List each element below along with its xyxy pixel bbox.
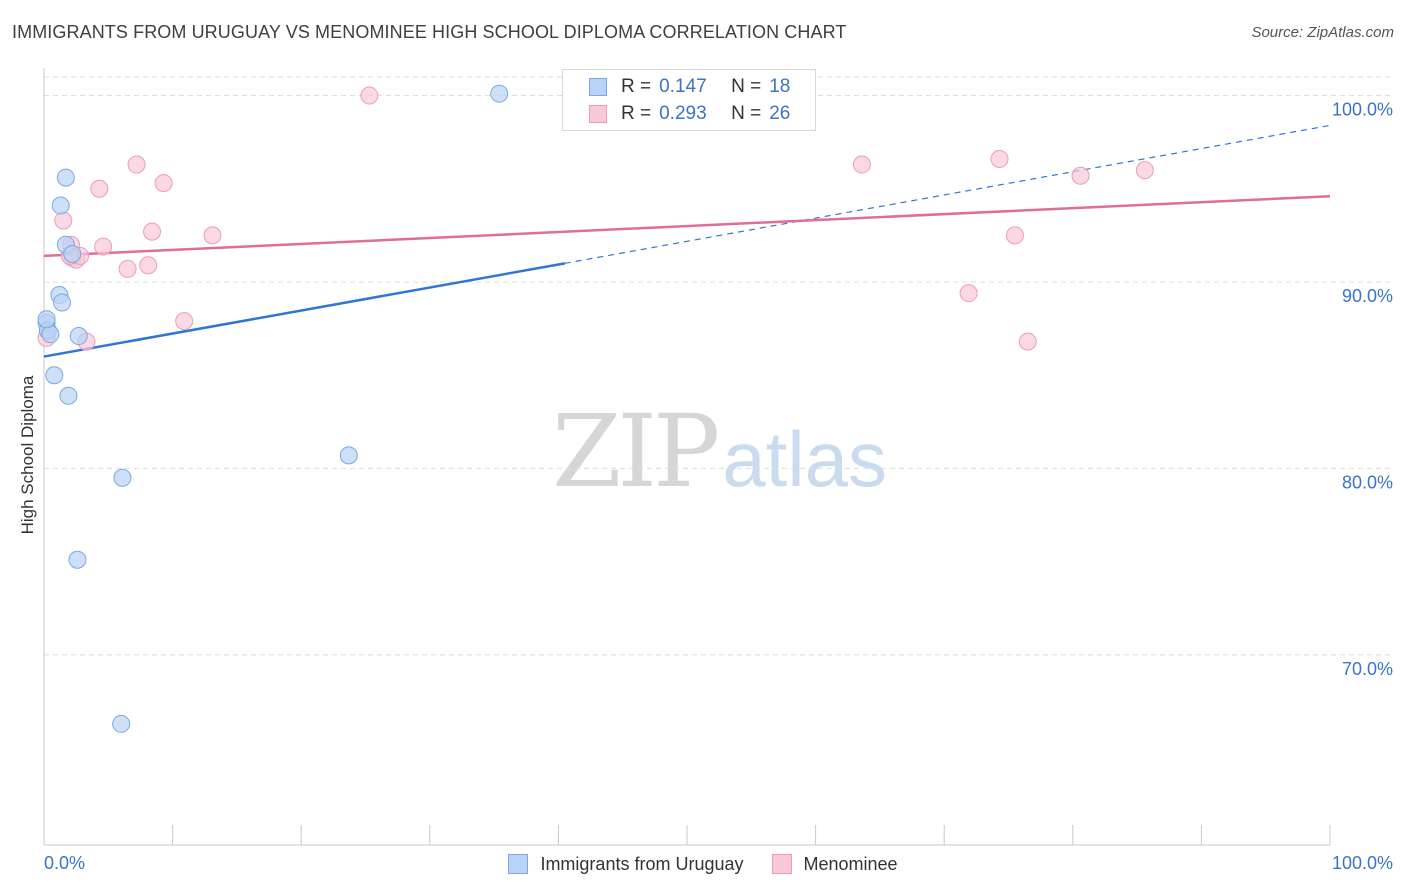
stats-r-label: R = (621, 103, 652, 124)
point-menominee (959, 284, 978, 303)
chart-title: IMMIGRANTS FROM URUGUAY VS MENOMINEE HIG… (12, 22, 847, 42)
stats-n-label: N = (731, 76, 762, 97)
point-menominee (54, 211, 73, 230)
stats-row-menominee: R = 0.293 N = 26 (563, 101, 790, 127)
point-uruguay (41, 325, 60, 344)
point-menominee (1018, 332, 1037, 351)
point-uruguay (51, 196, 70, 215)
y-tick-label: 80.0% (1342, 472, 1393, 492)
point-menominee (154, 174, 173, 193)
point-menominee (852, 155, 871, 174)
point-menominee (990, 149, 1009, 168)
point-menominee (127, 155, 146, 174)
point-menominee (94, 237, 113, 256)
trend-line-menominee (43, 194, 1331, 258)
source-label: Source: ZipAtlas.com (1251, 24, 1394, 41)
point-menominee (143, 222, 162, 241)
point-uruguay (339, 446, 358, 465)
point-uruguay (113, 468, 132, 487)
legend-label-uruguay: Immigrants from Uruguay (540, 853, 744, 874)
legend-swatch-menominee (771, 854, 792, 874)
point-uruguay (68, 550, 87, 569)
point-menominee (118, 259, 137, 278)
point-uruguay (63, 245, 82, 264)
legend: Immigrants from Uruguay Menominee (0, 852, 1406, 876)
stats-n-value: 18 (769, 76, 791, 97)
point-menominee (139, 256, 158, 275)
watermark: ZIPatlas (552, 402, 887, 502)
legend-swatch-uruguay (508, 854, 529, 874)
trend-line-uruguay-dashed (564, 124, 1331, 264)
y-tick-label: 100.0% (1332, 100, 1393, 120)
point-uruguay (53, 293, 72, 312)
x-tick-label: 100.0% (1332, 853, 1393, 873)
stats-n-label: N = (731, 103, 762, 124)
stats-r-value: 0.147 (659, 76, 707, 97)
stats-r-value: 0.293 (659, 103, 707, 124)
point-menominee (203, 226, 222, 245)
point-menominee (90, 179, 109, 198)
point-uruguay (45, 366, 64, 385)
x-tick-label: 0.0% (44, 853, 85, 873)
stats-n-value: 26 (769, 103, 791, 124)
watermark-atlas: atlas (722, 415, 888, 503)
point-menominee (175, 312, 194, 331)
trend-line-uruguay (43, 262, 566, 358)
point-uruguay (490, 84, 509, 103)
stats-box: R = 0.147 N = 18 R = 0.293 N = 26 (562, 69, 816, 131)
stats-row-uruguay: R = 0.147 N = 18 (563, 74, 790, 100)
y-tick-label: 90.0% (1342, 286, 1393, 306)
watermark-zip: ZIP (552, 393, 720, 510)
point-uruguay (59, 386, 78, 405)
point-uruguay (69, 327, 88, 346)
point-uruguay (56, 168, 75, 187)
point-menominee (1071, 166, 1090, 185)
legend-item-uruguay[interactable]: Immigrants from Uruguay (508, 853, 744, 875)
legend-item-menominee[interactable]: Menominee (771, 853, 898, 875)
stats-swatch-menominee (589, 105, 607, 123)
point-menominee (360, 86, 379, 105)
point-uruguay (37, 310, 56, 329)
stats-r-label: R = (621, 76, 652, 97)
point-menominee (1005, 226, 1024, 245)
stats-swatch-uruguay (589, 78, 607, 96)
point-menominee (1135, 161, 1154, 180)
legend-label-menominee: Menominee (803, 853, 898, 874)
y-tick-label: 70.0% (1342, 659, 1393, 679)
point-uruguay (112, 714, 131, 733)
